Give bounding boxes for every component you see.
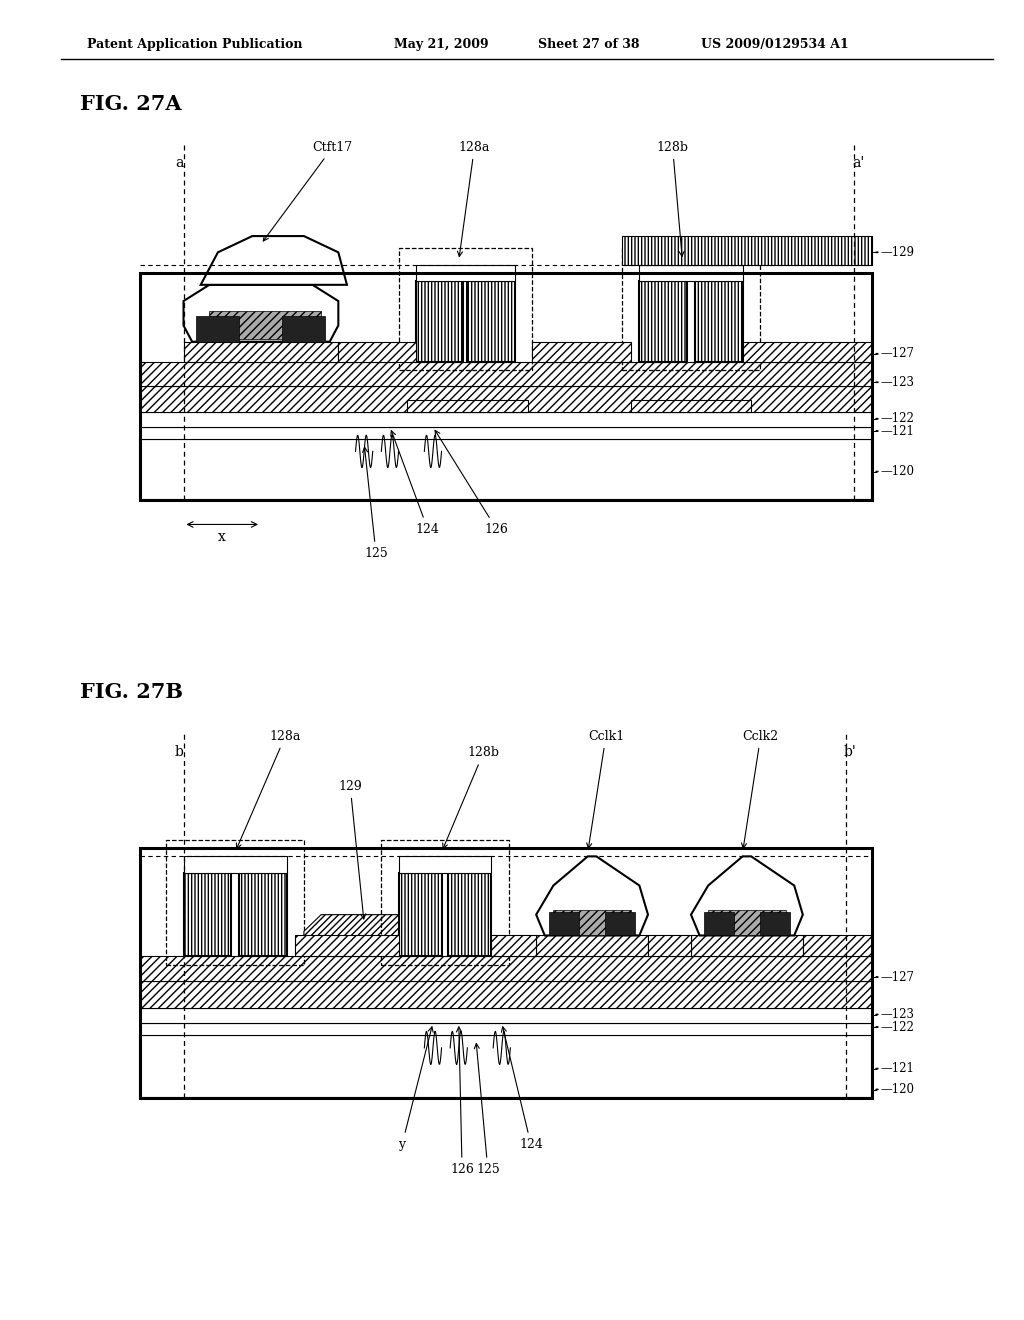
Text: 128a: 128a [458, 141, 490, 256]
Text: —120: —120 [881, 465, 914, 478]
Bar [549, 912, 580, 936]
Bar [140, 1035, 871, 1098]
Bar [140, 440, 871, 500]
Text: FIG. 27B: FIG. 27B [80, 682, 183, 702]
Text: Sheet 27 of 38: Sheet 27 of 38 [538, 37, 639, 50]
Text: —122: —122 [881, 1020, 914, 1034]
Bar [553, 911, 631, 936]
Text: 126: 126 [451, 1027, 474, 1176]
Bar [209, 310, 322, 339]
Bar [760, 912, 790, 936]
Bar [140, 1008, 871, 1023]
Text: 125: 125 [362, 447, 388, 560]
Bar [338, 342, 416, 362]
Bar [197, 315, 240, 342]
Bar [295, 936, 398, 956]
Bar [467, 281, 515, 362]
Text: —127: —127 [881, 970, 914, 983]
Bar [183, 342, 338, 362]
Text: a': a' [853, 156, 865, 170]
Bar [709, 911, 785, 936]
Text: b': b' [844, 746, 856, 759]
Bar [166, 840, 304, 965]
Text: 128b: 128b [656, 141, 688, 256]
Bar [381, 840, 509, 965]
Bar [742, 342, 871, 362]
Bar [605, 912, 635, 936]
Bar [416, 281, 463, 362]
Bar [240, 873, 287, 956]
Text: —123: —123 [881, 1008, 914, 1022]
Text: —127: —127 [881, 347, 914, 360]
Bar [140, 362, 871, 387]
Text: US 2009/0129534 A1: US 2009/0129534 A1 [701, 37, 849, 50]
Bar [803, 936, 871, 956]
Bar [183, 873, 230, 956]
Text: 128a: 128a [237, 730, 301, 849]
Bar [703, 912, 734, 936]
Text: a: a [175, 156, 183, 170]
Text: —121: —121 [881, 1063, 914, 1076]
Polygon shape [201, 236, 347, 285]
Bar [416, 264, 515, 281]
Bar [639, 281, 687, 362]
Text: x: x [218, 529, 226, 544]
Polygon shape [691, 857, 803, 936]
Bar [140, 387, 871, 412]
Text: y: y [398, 1027, 433, 1151]
Bar [140, 426, 871, 440]
Polygon shape [183, 285, 338, 342]
Text: Ctft17: Ctft17 [263, 141, 352, 242]
Bar [398, 873, 441, 956]
Bar [140, 956, 871, 981]
Text: Patent Application Publication: Patent Application Publication [87, 37, 302, 50]
Bar [140, 412, 871, 426]
Text: Cclk1: Cclk1 [587, 730, 624, 849]
Bar [631, 400, 752, 412]
Bar [398, 857, 492, 873]
Bar [531, 342, 631, 362]
Bar [449, 873, 492, 956]
Bar [398, 248, 531, 370]
Text: May 21, 2009: May 21, 2009 [394, 37, 488, 50]
Bar [183, 857, 287, 873]
Polygon shape [304, 915, 408, 956]
Bar [623, 248, 760, 370]
Bar [492, 936, 537, 956]
Text: —123: —123 [881, 376, 914, 389]
Bar [140, 847, 871, 1098]
Bar [140, 273, 871, 500]
Bar [623, 236, 871, 264]
Text: —120: —120 [881, 1082, 914, 1096]
Bar [639, 264, 742, 281]
Bar [140, 981, 871, 1008]
Bar [537, 936, 648, 956]
Text: 129: 129 [338, 780, 366, 919]
Bar [283, 315, 326, 342]
Bar [648, 936, 691, 956]
Text: 126: 126 [435, 430, 509, 536]
Text: —121: —121 [881, 425, 914, 437]
Text: 125: 125 [474, 1044, 500, 1176]
Text: —122: —122 [881, 412, 914, 425]
Text: 124: 124 [391, 430, 439, 536]
Text: —129: —129 [881, 246, 914, 259]
Text: 124: 124 [502, 1027, 543, 1151]
Polygon shape [537, 857, 648, 936]
Bar [408, 400, 527, 412]
Text: Cclk2: Cclk2 [741, 730, 778, 849]
Bar [140, 1023, 871, 1035]
Text: 128b: 128b [442, 747, 500, 849]
Text: FIG. 27A: FIG. 27A [80, 94, 182, 114]
Bar [691, 936, 803, 956]
Bar [695, 281, 742, 362]
Text: b: b [175, 746, 183, 759]
